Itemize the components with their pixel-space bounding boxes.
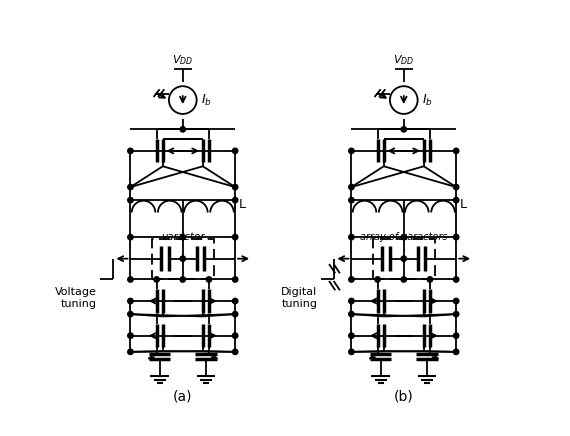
Circle shape: [349, 235, 354, 240]
Text: L: L: [460, 198, 467, 211]
Circle shape: [180, 235, 185, 240]
Circle shape: [454, 148, 459, 153]
Circle shape: [128, 198, 133, 203]
Circle shape: [128, 349, 133, 354]
Circle shape: [454, 235, 459, 240]
Circle shape: [154, 277, 159, 282]
Circle shape: [233, 333, 238, 338]
Circle shape: [128, 148, 133, 153]
Text: $I_b$: $I_b$: [422, 92, 433, 108]
Circle shape: [454, 277, 459, 282]
Circle shape: [454, 333, 459, 338]
Circle shape: [169, 86, 197, 114]
Text: array of varactors: array of varactors: [360, 232, 447, 242]
Circle shape: [349, 333, 354, 338]
Circle shape: [349, 349, 354, 354]
Circle shape: [428, 277, 433, 282]
Text: (a): (a): [173, 390, 193, 404]
Circle shape: [206, 277, 211, 282]
Circle shape: [180, 126, 185, 132]
Circle shape: [349, 298, 354, 304]
Circle shape: [349, 277, 354, 282]
Circle shape: [180, 256, 185, 261]
Text: Digital
tuning: Digital tuning: [281, 287, 317, 309]
Circle shape: [128, 298, 133, 304]
Circle shape: [390, 86, 418, 114]
Circle shape: [233, 148, 238, 153]
Text: varactor: varactor: [161, 232, 205, 242]
Text: (b): (b): [394, 390, 414, 404]
Text: $V_{DD}$: $V_{DD}$: [172, 53, 193, 67]
Circle shape: [349, 148, 354, 153]
Circle shape: [401, 256, 406, 261]
Circle shape: [349, 184, 354, 190]
Circle shape: [128, 235, 133, 240]
Text: $V_{DD}$: $V_{DD}$: [393, 53, 414, 67]
Circle shape: [349, 198, 354, 203]
Circle shape: [128, 311, 133, 317]
Circle shape: [128, 277, 133, 282]
Circle shape: [375, 277, 380, 282]
Circle shape: [349, 311, 354, 317]
Bar: [152, 238, 214, 279]
Circle shape: [454, 349, 459, 354]
Circle shape: [401, 277, 406, 282]
Circle shape: [454, 184, 459, 190]
Text: Voltage
tuning: Voltage tuning: [55, 287, 96, 309]
Circle shape: [180, 277, 185, 282]
Circle shape: [454, 298, 459, 304]
Circle shape: [401, 235, 406, 240]
Circle shape: [233, 311, 238, 317]
Circle shape: [401, 126, 406, 132]
Circle shape: [233, 349, 238, 354]
Circle shape: [454, 198, 459, 203]
Text: L: L: [239, 198, 246, 211]
Circle shape: [454, 311, 459, 317]
Bar: [373, 238, 434, 279]
Circle shape: [233, 298, 238, 304]
Circle shape: [233, 277, 238, 282]
Circle shape: [233, 184, 238, 190]
Circle shape: [233, 198, 238, 203]
Circle shape: [233, 235, 238, 240]
Circle shape: [128, 333, 133, 338]
Text: $I_b$: $I_b$: [201, 92, 212, 108]
Circle shape: [128, 184, 133, 190]
